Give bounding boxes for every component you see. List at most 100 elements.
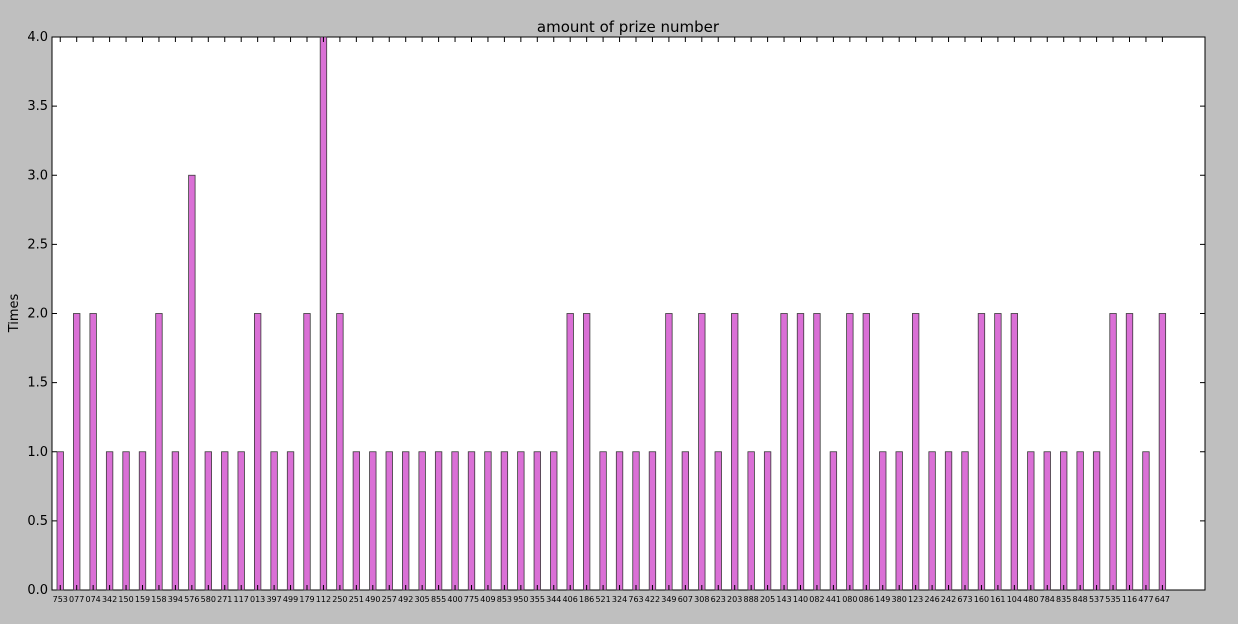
- x-tick-label: 250: [332, 595, 347, 604]
- bar: [1043, 451, 1051, 591]
- x-tick-label: 149: [875, 595, 890, 604]
- x-tick-label: 580: [201, 595, 216, 604]
- bar: [1010, 313, 1018, 591]
- bar: [221, 451, 229, 591]
- bar: [155, 313, 163, 591]
- x-tick-label: 492: [398, 595, 413, 604]
- x-tick-label: 848: [1073, 595, 1088, 604]
- x-tick-label: 673: [957, 595, 972, 604]
- x-tick-label: 344: [546, 595, 561, 604]
- bar: [879, 451, 887, 591]
- bar: [1060, 451, 1068, 591]
- bar: [977, 313, 986, 591]
- bar: [533, 451, 541, 591]
- bar: [714, 451, 722, 591]
- x-tick-label: 077: [69, 595, 84, 604]
- x-tick-label: 441: [826, 595, 841, 604]
- x-tick-label: 203: [727, 595, 742, 604]
- bar: [204, 451, 212, 591]
- x-tick-label: 342: [102, 595, 117, 604]
- bar: [451, 451, 459, 591]
- bar: [138, 451, 147, 591]
- bar: [253, 313, 262, 591]
- bar: [615, 451, 624, 591]
- x-tick-label: 080: [842, 595, 857, 604]
- bar: [747, 451, 755, 591]
- bar: [336, 313, 344, 591]
- bar: [286, 451, 295, 591]
- bar: [171, 451, 180, 591]
- bar: [632, 451, 640, 591]
- x-tick-label: 251: [349, 595, 364, 604]
- x-tick-label: 406: [563, 595, 578, 604]
- x-tick-label: 775: [464, 595, 479, 604]
- x-tick-label: 123: [908, 595, 923, 604]
- x-tick-label: 480: [1023, 595, 1038, 604]
- bar: [369, 451, 377, 591]
- x-tick-label: 784: [1040, 595, 1055, 604]
- bar: [912, 313, 920, 591]
- bar: [402, 451, 410, 591]
- x-tick-label: 158: [151, 595, 166, 604]
- x-tick-label: 116: [1122, 595, 1137, 604]
- bar: [862, 313, 870, 591]
- bar: [1158, 313, 1167, 591]
- x-tick-label: 186: [579, 595, 594, 604]
- x-tick-label: 380: [892, 595, 907, 604]
- bar: [467, 451, 476, 591]
- x-tick-label: 246: [924, 595, 939, 604]
- bar: [780, 313, 788, 591]
- bar: [928, 451, 936, 591]
- bar: [583, 313, 591, 591]
- y-tick-label: 3.5: [27, 99, 48, 114]
- bar: [796, 313, 805, 591]
- x-tick-label: 161: [990, 595, 1005, 604]
- bar: [681, 451, 689, 591]
- x-tick-label: 013: [250, 595, 265, 604]
- bar: [994, 313, 1002, 591]
- bar: [763, 451, 772, 591]
- x-tick-label: 117: [234, 595, 249, 604]
- x-tick-label: 835: [1056, 595, 1071, 604]
- y-tick-label: 2.5: [27, 237, 48, 252]
- x-tick-label: 143: [776, 595, 791, 604]
- bar: [352, 451, 361, 591]
- x-tick-label: 576: [184, 595, 199, 604]
- x-tick-label: 422: [645, 595, 660, 604]
- x-tick-label: 521: [595, 595, 610, 604]
- y-tick-label: 4.0: [27, 30, 48, 45]
- x-tick-label: 647: [1155, 595, 1170, 604]
- x-tick-label: 159: [135, 595, 150, 604]
- x-tick-label: 150: [118, 595, 133, 604]
- bar: [418, 451, 426, 591]
- y-tick-label: 3.0: [27, 168, 48, 183]
- x-tick-label: 753: [53, 595, 68, 604]
- x-tick-label: 349: [661, 595, 676, 604]
- x-tick-label: 086: [859, 595, 874, 604]
- x-axis-ticks: 753 077 074 342 150 159 158 394 576 580 271 117 013 3…: [53, 37, 1170, 604]
- x-tick-label: 855: [431, 595, 446, 604]
- x-tick-label: 477: [1138, 595, 1153, 604]
- x-tick-label: 623: [711, 595, 726, 604]
- bar: [1125, 313, 1134, 591]
- chart-title: amount of prize number: [537, 18, 720, 36]
- bar: [517, 451, 525, 591]
- x-tick-label: 537: [1089, 595, 1104, 604]
- bar: [846, 313, 854, 591]
- x-tick-label: 140: [793, 595, 808, 604]
- bar: [237, 451, 245, 591]
- bar: [1027, 451, 1035, 591]
- y-tick-label: 0.0: [27, 583, 48, 598]
- bar: [385, 451, 393, 591]
- x-tick-label: 082: [809, 595, 824, 604]
- bar: [73, 313, 81, 591]
- bar: [829, 451, 838, 591]
- bar: [484, 451, 492, 591]
- bar: [56, 451, 64, 591]
- y-tick-label: 1.5: [27, 376, 48, 391]
- x-tick-label: 308: [694, 595, 709, 604]
- bar: [961, 451, 969, 591]
- bar: [944, 451, 953, 591]
- x-tick-label: 205: [760, 595, 775, 604]
